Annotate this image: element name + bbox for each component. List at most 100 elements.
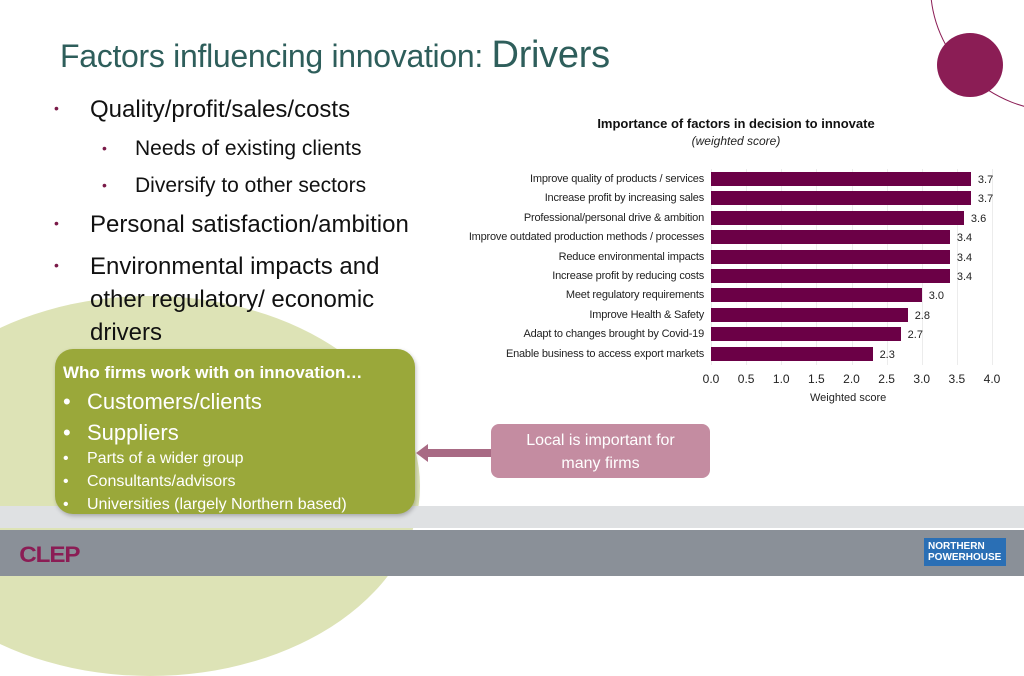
x-tick-label: 0.0 bbox=[702, 372, 720, 386]
bar bbox=[711, 230, 950, 245]
collab-heading: Who firms work with on innovation… bbox=[63, 363, 363, 382]
bar-chart: Importance of factors in decision to inn… bbox=[440, 110, 1024, 410]
sub-bullet-item: • Needs of existing clients bbox=[102, 137, 362, 161]
chart-row: Increase profit by reducing costs 3.4 bbox=[440, 269, 1024, 284]
x-tick-label: 3.0 bbox=[913, 372, 931, 386]
category-label: Reduce environmental impacts bbox=[558, 250, 705, 263]
collab-text: Universities (largely Northern based) bbox=[87, 496, 347, 513]
gridline bbox=[851, 169, 853, 365]
bullet-item: • Environmental impacts and bbox=[54, 253, 380, 281]
x-tick-label: 0.5 bbox=[737, 372, 755, 386]
value-label: 3.0 bbox=[928, 290, 945, 303]
chart-row: Professional/personal drive & ambition 3.… bbox=[440, 210, 1024, 226]
collab-item: • Consultants/advisors bbox=[63, 473, 236, 491]
value-label: 3.7 bbox=[977, 174, 994, 186]
bar bbox=[711, 307, 908, 322]
bar bbox=[711, 288, 922, 303]
value-label: 3.4 bbox=[956, 232, 973, 245]
callout-line: many firms bbox=[561, 455, 640, 472]
chart-row: Improve quality of products / services 3.… bbox=[440, 172, 1024, 187]
gridline bbox=[746, 169, 748, 365]
value-label: 3.4 bbox=[956, 271, 973, 283]
category-label: Adapt to changes brought by Covid-19 bbox=[523, 328, 704, 341]
callout-line: Local is important for bbox=[526, 432, 675, 449]
bullet-text: drivers bbox=[90, 319, 163, 346]
value-label: 3.6 bbox=[970, 212, 987, 225]
gridline bbox=[992, 169, 993, 365]
category-label: Improve Health & Safety bbox=[589, 308, 704, 321]
chart-row: Meet regulatory requirements 3.0 bbox=[440, 288, 1024, 303]
bullet-text: other regulatory/ economic bbox=[90, 286, 375, 313]
collab-text: Consultants/advisors bbox=[87, 473, 236, 490]
bullet-text: Personal satisfaction/ambition bbox=[90, 211, 409, 238]
title-text: Factors influencing innovation: bbox=[60, 38, 492, 74]
title-emphasis: Drivers bbox=[491, 34, 611, 76]
bullet-icon: • bbox=[63, 420, 71, 445]
category-label: Increase profit by reducing costs bbox=[552, 270, 704, 282]
gridline bbox=[921, 169, 923, 365]
chart-row: Increase profit by increasing sales 3.7 bbox=[440, 191, 1024, 206]
logo-line: POWERHOUSE bbox=[928, 552, 1002, 563]
footer-bar bbox=[0, 530, 1024, 576]
chart-row: Adapt to changes brought by Covid-19 2.7 bbox=[440, 327, 1024, 342]
gridline bbox=[781, 169, 783, 365]
logo-line: NORTHERN bbox=[928, 541, 985, 552]
gridline bbox=[956, 169, 958, 365]
bullet-text: Quality/profit/sales/costs bbox=[90, 96, 351, 123]
category-label: Improve outdated production methods / pr… bbox=[468, 231, 704, 244]
gridline bbox=[711, 169, 712, 365]
category-label: Meet regulatory requirements bbox=[565, 289, 704, 302]
x-tick-label: 4.0 bbox=[983, 372, 1001, 386]
x-tick-label: 2.0 bbox=[843, 372, 860, 386]
bullet-icon: • bbox=[102, 177, 107, 193]
value-label: 2.7 bbox=[907, 329, 923, 342]
bullet-text: Environmental impacts and bbox=[90, 253, 380, 280]
bullet-icon: • bbox=[63, 389, 71, 414]
bullet-icon: • bbox=[54, 215, 59, 231]
chart-title: Importance of factors in decision to inn… bbox=[597, 116, 875, 131]
bullet-icon: • bbox=[63, 496, 69, 513]
arrow-left-icon bbox=[416, 444, 496, 462]
bullet-text: Needs of existing clients bbox=[135, 137, 362, 160]
category-label: Improve quality of products / services bbox=[530, 173, 704, 185]
collaboration-box: Who firms work with on innovation… • Cust… bbox=[55, 349, 415, 514]
bar bbox=[711, 327, 901, 342]
bar bbox=[711, 269, 950, 283]
chart-subtitle: (weighted score) bbox=[691, 134, 781, 148]
clep-logo: CLEP bbox=[19, 542, 80, 567]
bullet-item: • Personal satisfaction/ambition bbox=[54, 211, 409, 239]
bar bbox=[711, 191, 971, 206]
collab-item: • Parts of a wider group bbox=[63, 450, 244, 468]
chart-row: Improve Health & Safety 2.8 bbox=[440, 307, 1024, 323]
slide-title: Factors influencing innovation: Drivers bbox=[60, 34, 610, 77]
sub-bullet-item: • Diversify to other sectors bbox=[102, 174, 367, 198]
bar bbox=[711, 346, 873, 361]
bullet-item: • Quality/profit/sales/costs bbox=[54, 96, 351, 124]
plot-area: Improve quality of products / services 3.… bbox=[469, 169, 993, 365]
chart-row: Improve outdated production methods / pr… bbox=[440, 230, 1024, 245]
bullet-continuation: other regulatory/ economic bbox=[90, 286, 374, 314]
bullet-icon: • bbox=[63, 450, 69, 467]
collab-item: • Suppliers bbox=[63, 420, 179, 446]
category-label: Increase profit by increasing sales bbox=[544, 192, 705, 205]
x-tick-label: 1.5 bbox=[808, 372, 825, 386]
value-label: 2.8 bbox=[914, 309, 930, 322]
collab-text: Parts of a wider group bbox=[87, 450, 244, 467]
x-tick-label: 2.5 bbox=[878, 372, 895, 386]
chart-row: Enable business to access export markets… bbox=[440, 346, 1024, 362]
category-label: Professional/personal drive & ambition bbox=[523, 211, 704, 224]
bullet-icon: • bbox=[63, 473, 69, 490]
value-label: 3.7 bbox=[977, 193, 994, 206]
bullet-icon: • bbox=[102, 140, 107, 156]
x-tick-label: 3.5 bbox=[948, 372, 966, 386]
gridline bbox=[886, 169, 888, 365]
category-label: Enable business to access export markets bbox=[505, 347, 704, 360]
bullet-icon: • bbox=[54, 100, 59, 116]
callout-box: Local is important for many firms bbox=[491, 424, 710, 478]
x-tick-label: 1.0 bbox=[772, 372, 790, 386]
collab-text: Suppliers bbox=[87, 420, 179, 445]
bar bbox=[711, 210, 964, 225]
value-label: 2.3 bbox=[879, 348, 895, 361]
bullet-icon: • bbox=[54, 257, 59, 273]
bullet-text: Diversify to other sectors bbox=[135, 174, 367, 197]
